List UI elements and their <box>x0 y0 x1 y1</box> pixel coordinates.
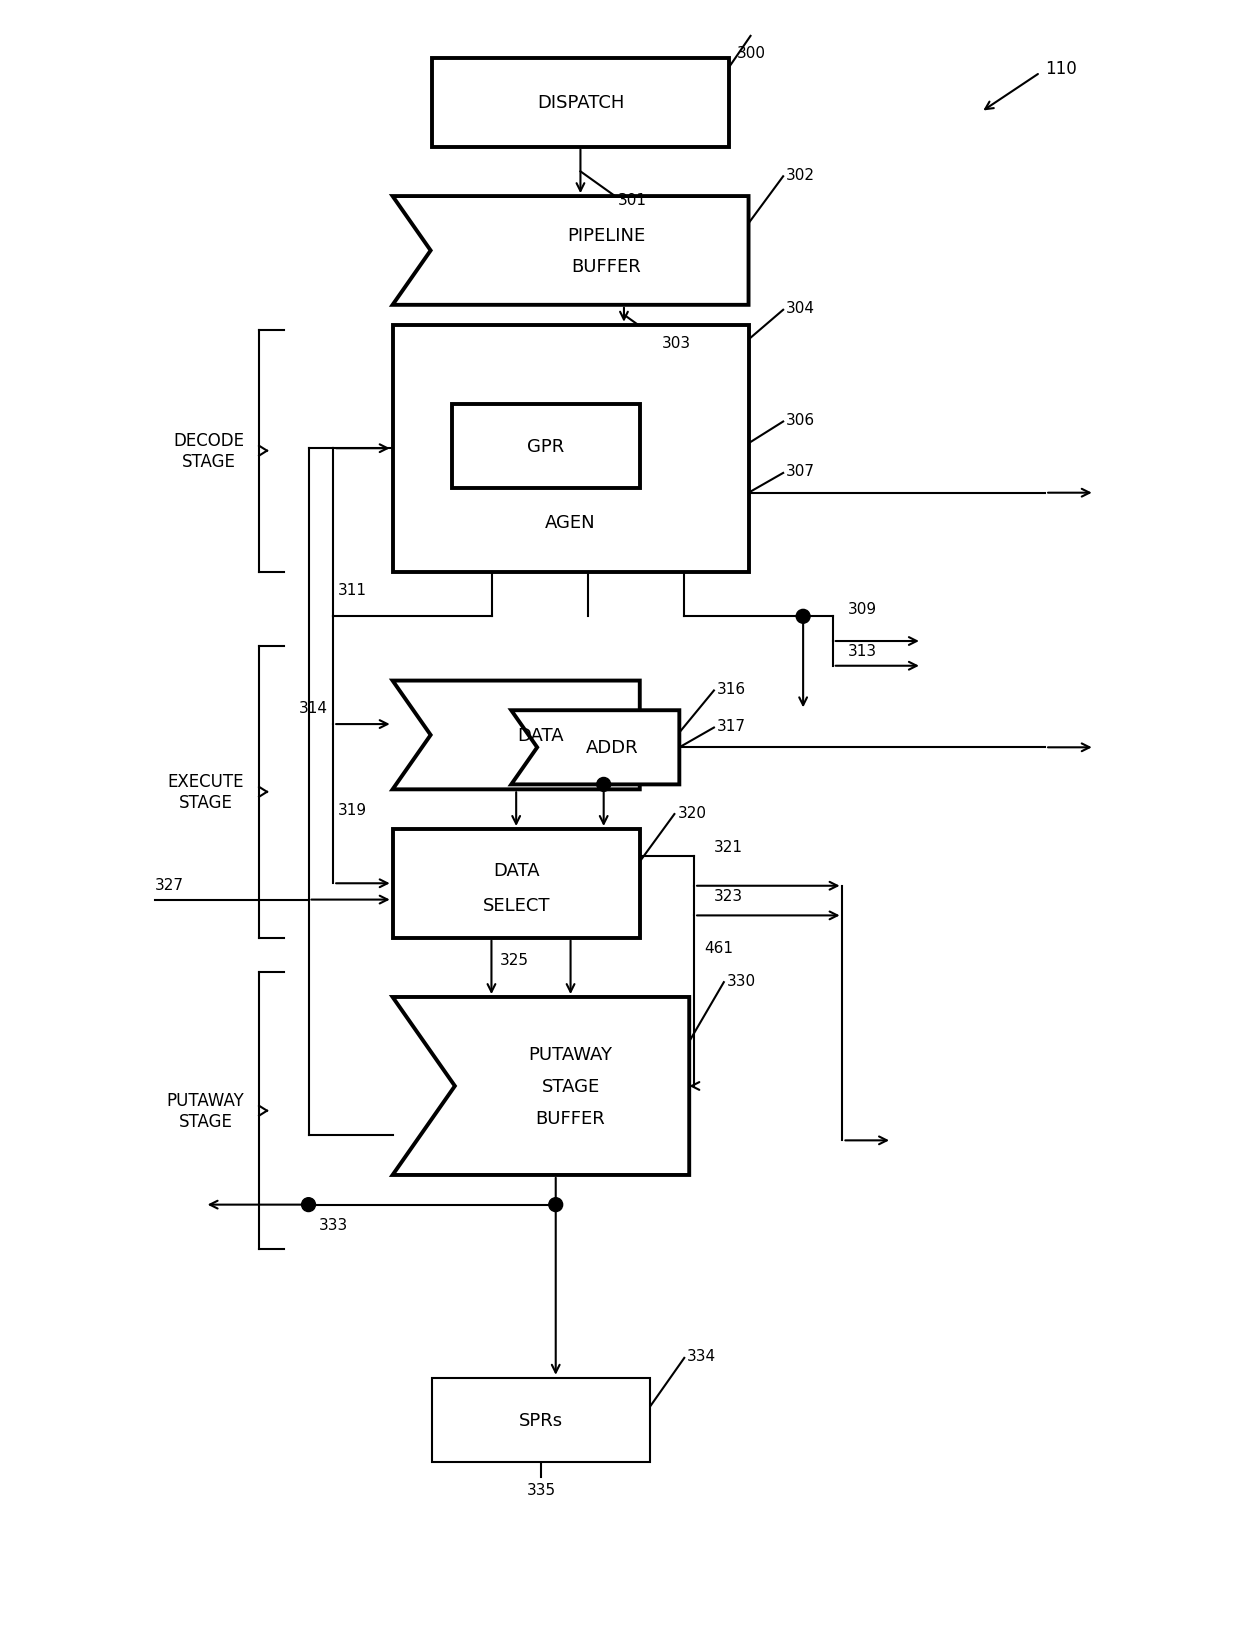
Text: 330: 330 <box>727 974 756 988</box>
FancyBboxPatch shape <box>432 59 729 148</box>
Text: AGEN: AGEN <box>546 515 596 533</box>
FancyBboxPatch shape <box>393 326 749 572</box>
Text: BUFFER: BUFFER <box>572 257 641 275</box>
FancyBboxPatch shape <box>393 829 640 938</box>
Text: 110: 110 <box>1045 59 1076 77</box>
Text: 304: 304 <box>786 302 815 316</box>
Text: DECODE
STAGE: DECODE STAGE <box>174 433 244 470</box>
Text: SPRs: SPRs <box>518 1411 563 1429</box>
Text: PUTAWAY
STAGE: PUTAWAY STAGE <box>166 1092 244 1131</box>
Text: EXECUTE
STAGE: EXECUTE STAGE <box>167 774 244 811</box>
Text: 302: 302 <box>786 167 815 182</box>
Text: 335: 335 <box>526 1482 556 1496</box>
Polygon shape <box>393 682 640 790</box>
Text: 303: 303 <box>661 336 691 351</box>
Text: PUTAWAY: PUTAWAY <box>528 1046 613 1064</box>
FancyBboxPatch shape <box>451 405 640 488</box>
Text: 333: 333 <box>319 1218 347 1233</box>
Text: 320: 320 <box>677 805 707 820</box>
Text: 325: 325 <box>500 952 528 967</box>
Text: 321: 321 <box>714 839 743 854</box>
Polygon shape <box>393 197 749 305</box>
Text: PIPELINE: PIPELINE <box>567 226 645 244</box>
Text: 313: 313 <box>848 644 877 659</box>
Text: 314: 314 <box>299 701 329 716</box>
Circle shape <box>796 610 810 624</box>
FancyBboxPatch shape <box>432 1378 650 1462</box>
Text: 317: 317 <box>717 718 746 734</box>
Text: SELECT: SELECT <box>482 897 549 915</box>
Text: 307: 307 <box>786 464 815 479</box>
Text: 323: 323 <box>714 888 743 903</box>
Text: 301: 301 <box>618 192 647 208</box>
Circle shape <box>549 1198 563 1211</box>
Text: 300: 300 <box>737 46 765 61</box>
Text: 309: 309 <box>848 602 877 616</box>
Text: DATA: DATA <box>517 726 564 744</box>
Circle shape <box>596 779 610 792</box>
Circle shape <box>301 1198 315 1211</box>
Text: BUFFER: BUFFER <box>536 1110 605 1128</box>
Text: ADDR: ADDR <box>585 739 639 757</box>
Text: 319: 319 <box>339 801 367 818</box>
Text: DATA: DATA <box>492 862 539 880</box>
Text: STAGE: STAGE <box>542 1077 600 1095</box>
Text: GPR: GPR <box>527 438 564 456</box>
Polygon shape <box>393 998 689 1175</box>
Text: 316: 316 <box>717 682 746 697</box>
Polygon shape <box>511 711 680 785</box>
Text: 327: 327 <box>155 879 185 893</box>
Text: 306: 306 <box>786 413 815 428</box>
Text: 334: 334 <box>687 1349 717 1364</box>
Text: 311: 311 <box>339 583 367 598</box>
Text: DISPATCH: DISPATCH <box>537 93 624 111</box>
Text: 461: 461 <box>704 941 733 956</box>
